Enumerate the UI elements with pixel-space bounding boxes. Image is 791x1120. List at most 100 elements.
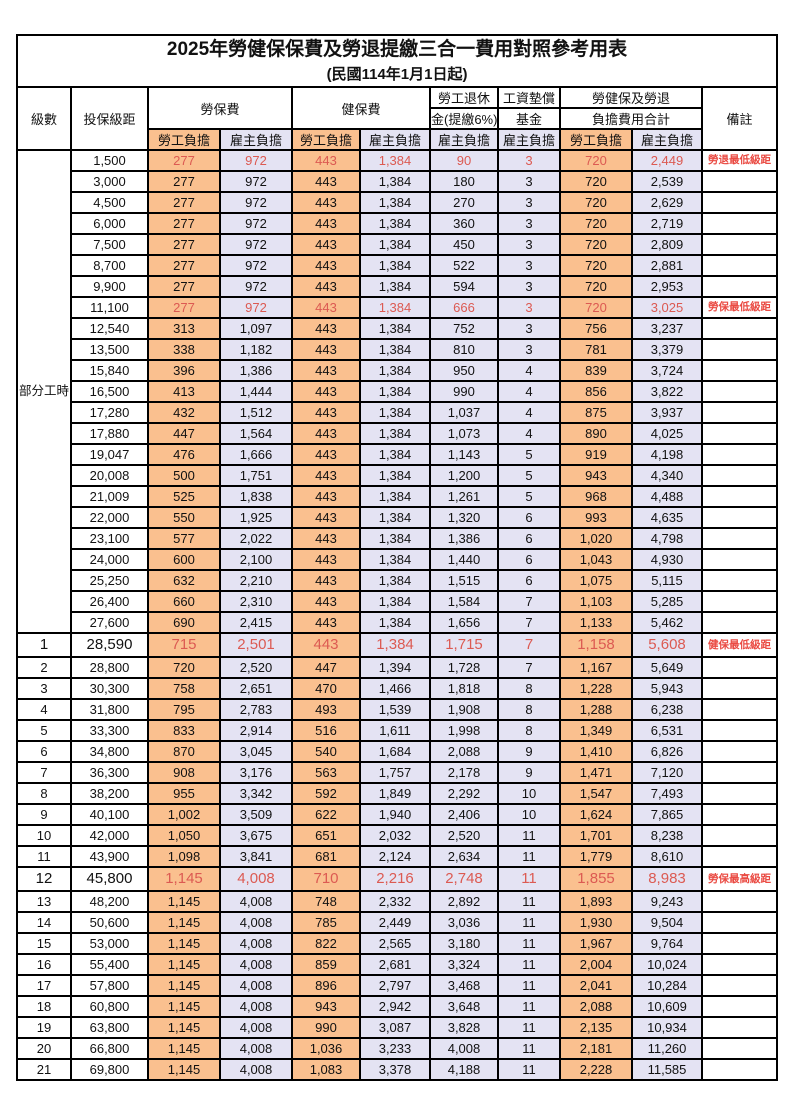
cell-total-employee: 1,103 — [559, 590, 633, 613]
cell-health-employer: 3,087 — [359, 1016, 431, 1039]
cell-pension: 1,440 — [429, 548, 499, 571]
cell-health-employee: 443 — [291, 527, 361, 550]
cell-bracket: 66,800 — [70, 1037, 149, 1060]
table-row: 4 31,800 795 2,783 493 1,539 1,908 8 1,288 6,238 — [16, 698, 779, 721]
cell-bracket: 22,000 — [70, 506, 149, 529]
cell-labor-employee: 277 — [147, 233, 221, 256]
cell-wage-fund: 3 — [497, 296, 561, 319]
cell-remark — [700, 338, 779, 361]
cell-labor-employee: 908 — [147, 761, 221, 784]
cell-total-employer: 11,585 — [631, 1058, 703, 1081]
table-row: 6,000 277 972 443 1,384 360 3 720 2,719 — [17, 212, 779, 235]
cell-labor-employer: 972 — [219, 191, 293, 214]
col-header-pension-line1: 勞工退休 — [429, 86, 499, 109]
cell-level: 17 — [16, 974, 72, 997]
cell-total-employee: 2,088 — [559, 995, 633, 1018]
cell-pension: 2,748 — [429, 866, 499, 892]
part-time-cell: 部分工時 — [16, 149, 72, 634]
table-row: 12 45,800 1,145 4,008 710 2,216 2,748 11 1,855 8,… — [16, 866, 779, 892]
cell-bracket: 63,800 — [70, 1016, 149, 1039]
cell-bracket: 55,400 — [70, 953, 149, 976]
cell-bracket: 26,400 — [70, 590, 149, 613]
cell-pension: 2,088 — [429, 740, 499, 763]
cell-health-employee: 592 — [291, 782, 361, 805]
cell-total-employee: 2,181 — [559, 1037, 633, 1060]
cell-labor-employer: 972 — [219, 275, 293, 298]
cell-level: 20 — [16, 1037, 72, 1060]
cell-total-employer: 6,826 — [631, 740, 703, 763]
subheader-health-employer: 雇主負擔 — [359, 128, 431, 151]
cell-health-employer: 1,684 — [359, 740, 431, 763]
cell-health-employer: 1,384 — [359, 422, 431, 445]
cell-labor-employer: 1,925 — [219, 506, 293, 529]
cell-bracket: 9,900 — [70, 275, 149, 298]
cell-labor-employee: 1,145 — [147, 974, 221, 997]
cell-labor-employer: 3,675 — [219, 824, 293, 847]
cell-total-employer: 5,115 — [631, 569, 703, 592]
cell-labor-employee: 525 — [147, 485, 221, 508]
cell-labor-employee: 1,002 — [147, 803, 221, 826]
cell-bracket: 19,047 — [70, 443, 149, 466]
cell-labor-employee: 277 — [147, 170, 221, 193]
cell-wage-fund: 6 — [497, 506, 561, 529]
cell-total-employee: 919 — [559, 443, 633, 466]
cell-labor-employee: 313 — [147, 317, 221, 340]
cell-total-employer: 8,238 — [631, 824, 703, 847]
cell-wage-fund: 11 — [497, 953, 561, 976]
cell-bracket: 48,200 — [70, 890, 149, 913]
cell-labor-employer: 2,022 — [219, 527, 293, 550]
table-row: 23,100 577 2,022 443 1,384 1,386 6 1,020 4,798 — [17, 527, 779, 550]
page-subtitle: (民國114年1月1日起) — [326, 66, 468, 83]
cell-total-employee: 720 — [559, 191, 633, 214]
cell-level: 4 — [16, 698, 72, 721]
cell-health-employer: 1,384 — [359, 170, 431, 193]
subheader-labor-employee: 勞工負擔 — [147, 128, 221, 151]
cell-total-employer: 5,462 — [631, 611, 703, 634]
table-row: 3 30,300 758 2,651 470 1,466 1,818 8 1,228 5,943 — [16, 677, 779, 700]
cell-remark — [700, 1037, 779, 1060]
cell-labor-employee: 476 — [147, 443, 221, 466]
cell-bracket: 34,800 — [70, 740, 149, 763]
cell-remark — [700, 191, 779, 214]
cell-health-employee: 443 — [291, 233, 361, 256]
cell-health-employee: 443 — [291, 338, 361, 361]
cell-labor-employee: 447 — [147, 422, 221, 445]
cell-labor-employee: 1,145 — [147, 995, 221, 1018]
cell-total-employee: 720 — [559, 149, 633, 172]
cell-health-employee: 785 — [291, 911, 361, 934]
cell-bracket: 3,000 — [70, 170, 149, 193]
cell-health-employer: 3,378 — [359, 1058, 431, 1081]
cell-total-employer: 10,934 — [631, 1016, 703, 1039]
table-row: 9,900 277 972 443 1,384 594 3 720 2,953 — [17, 275, 779, 298]
cell-total-employee: 1,133 — [559, 611, 633, 634]
cell-labor-employer: 2,520 — [219, 656, 293, 679]
cell-health-employer: 2,681 — [359, 953, 431, 976]
cell-level: 3 — [16, 677, 72, 700]
cell-wage-fund: 5 — [497, 464, 561, 487]
subheader-wage-fund-employer: 雇主負擔 — [497, 128, 561, 151]
cell-pension: 810 — [429, 338, 499, 361]
cell-wage-fund: 4 — [497, 401, 561, 424]
cell-total-employee: 993 — [559, 506, 633, 529]
table-row: 部分工時 1,500 277 972 443 1,384 90 3 720 2,449 勞退最低級距 — [16, 149, 779, 634]
cell-pension: 2,406 — [429, 803, 499, 826]
cell-health-employee: 443 — [291, 191, 361, 214]
cell-total-employee: 1,228 — [559, 677, 633, 700]
table-row: 6 34,800 870 3,045 540 1,684 2,088 9 1,410 6,826 — [16, 740, 779, 763]
cell-total-employer: 2,539 — [631, 170, 703, 193]
cell-labor-employer: 972 — [219, 233, 293, 256]
cell-health-employee: 443 — [291, 611, 361, 634]
cell-pension: 990 — [429, 380, 499, 403]
cell-labor-employer: 4,008 — [219, 974, 293, 997]
cell-labor-employer: 2,501 — [219, 632, 293, 658]
cell-bracket: 6,000 — [70, 212, 149, 235]
cell-pension: 270 — [429, 191, 499, 214]
cell-health-employer: 2,216 — [359, 866, 431, 892]
cell-wage-fund: 3 — [497, 191, 561, 214]
table-row: 22,000 550 1,925 443 1,384 1,320 6 993 4,635 — [17, 506, 779, 529]
cell-total-employee: 756 — [559, 317, 633, 340]
cell-health-employer: 1,940 — [359, 803, 431, 826]
cell-wage-fund: 7 — [497, 590, 561, 613]
cell-labor-employee: 1,145 — [147, 1058, 221, 1081]
cell-pension: 950 — [429, 359, 499, 382]
